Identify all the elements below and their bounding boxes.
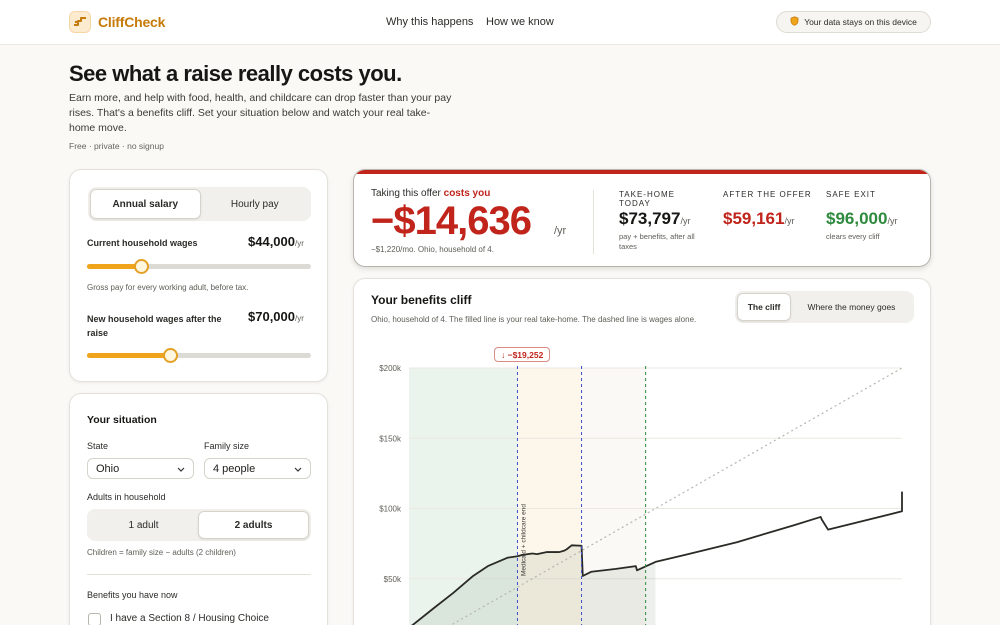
children-note: Children = family size − adults (2 child… bbox=[87, 548, 236, 557]
section8-label: I have a Section 8 / Housing Choice bbox=[110, 613, 269, 624]
privacy-text: Your data stays on this device bbox=[804, 17, 917, 27]
top-bar: CliffCheck Why this happens How we know … bbox=[0, 0, 1000, 45]
shield-icon bbox=[790, 16, 799, 28]
new-wages-label: New household wages after the raise bbox=[87, 314, 222, 338]
family-size-label: Family size bbox=[204, 441, 250, 451]
y-tick-label: $50k bbox=[384, 575, 402, 584]
adults-toggle: 1 adult 2 adults bbox=[87, 509, 311, 541]
adults-label: Adults in household bbox=[87, 492, 166, 502]
current-range-band bbox=[517, 368, 582, 625]
state-select[interactable]: Ohio bbox=[87, 458, 194, 479]
benefits-title: Benefits you have now bbox=[87, 590, 178, 600]
nav-why-this-happens[interactable]: Why this happens bbox=[386, 16, 474, 28]
one-adult-option[interactable]: 1 adult bbox=[128, 519, 159, 531]
current-wages-help: Gross pay for every working adult, befor… bbox=[87, 283, 249, 292]
summary-divider bbox=[593, 190, 594, 254]
chart-title: Your benefits cliff bbox=[371, 293, 472, 307]
new-wages-value: $70,000/yr bbox=[248, 309, 304, 324]
divider bbox=[87, 574, 311, 575]
chart-view-toggle: The cliff Where the money goes bbox=[735, 291, 914, 323]
take-home-area bbox=[412, 545, 656, 625]
current-wages-label: Current household wages bbox=[87, 238, 198, 248]
take-home-today-title: TAKE-HOME TODAY bbox=[619, 190, 675, 208]
hourly-pay-option[interactable]: Hourly pay bbox=[230, 198, 279, 210]
two-adults-option[interactable]: 2 adults bbox=[198, 511, 309, 539]
take-home-line bbox=[411, 491, 903, 625]
annual-cost-unit: /yr bbox=[554, 225, 567, 237]
hero-meta: Free · private · no signup bbox=[69, 141, 164, 151]
cliff-zone-band bbox=[581, 368, 646, 625]
safe-exit-title: SAFE EXIT bbox=[826, 190, 876, 199]
summary-lead: Taking this offer costs you bbox=[371, 188, 491, 199]
marker-annotation-label: Medicaid + childcare end bbox=[520, 504, 527, 576]
privacy-badge: Your data stays on this device bbox=[776, 11, 931, 33]
chart-card: Your benefits cliff Ohio, household of 4… bbox=[353, 278, 931, 625]
tab-where-money-goes[interactable]: Where the money goes bbox=[807, 302, 896, 312]
family-size-value: 4 people bbox=[213, 462, 256, 475]
summary-accent-bar bbox=[354, 170, 930, 174]
new-wages-slider-thumb[interactable] bbox=[162, 348, 178, 363]
pay-mode-toggle: Annual salary Hourly pay bbox=[88, 187, 311, 221]
chevron-down-icon bbox=[177, 463, 185, 475]
current-wages-slider-thumb[interactable] bbox=[133, 259, 149, 274]
page-title: See what a raise really costs you. bbox=[69, 61, 402, 86]
monthly-cost-note: −$1,220/mo. Ohio, household of 4. bbox=[371, 245, 494, 254]
y-tick-label: $150k bbox=[379, 434, 402, 443]
after-offer-title: AFTER THE OFFER bbox=[723, 190, 812, 199]
cliff-logo-icon bbox=[69, 11, 91, 33]
safe-exit-note: clears every cliff bbox=[826, 232, 880, 241]
situation-card: Your situation State Ohio Family size 4 … bbox=[69, 393, 328, 625]
hero-description: Earn more, and help with food, health, a… bbox=[69, 92, 452, 134]
safe-zone-band bbox=[409, 368, 518, 625]
new-wages-slider-fill bbox=[87, 353, 170, 358]
chart-description: Ohio, household of 4. The filled line is… bbox=[371, 315, 697, 324]
after-offer-value: $59,161/yr bbox=[723, 209, 795, 228]
current-wages-slider[interactable] bbox=[87, 259, 311, 274]
benefits-cliff-chart: $200k $150k $100k $50k Medicaid + childcare … bbox=[379, 364, 903, 625]
y-tick-label: $100k bbox=[379, 505, 402, 514]
y-tick-label: $200k bbox=[379, 364, 402, 373]
wages-card: Annual salary Hourly pay Current househo… bbox=[69, 169, 328, 382]
take-home-today-value: $73,797/yr bbox=[619, 209, 691, 228]
tab-the-cliff[interactable]: The cliff bbox=[737, 293, 791, 321]
state-label: State bbox=[87, 441, 109, 451]
cliff-drop-callout: ↓ −$19,252 bbox=[494, 347, 551, 362]
new-wages-slider[interactable] bbox=[87, 348, 311, 363]
chevron-down-icon bbox=[294, 463, 302, 475]
situation-title: Your situation bbox=[87, 414, 157, 426]
safe-exit-value: $96,000/yr bbox=[826, 209, 898, 228]
annual-salary-option[interactable]: Annual salary bbox=[90, 189, 201, 219]
annual-cost-value: −$14,636 bbox=[371, 199, 532, 243]
section8-checkbox[interactable] bbox=[88, 613, 101, 625]
current-wages-value: $44,000/yr bbox=[248, 234, 304, 249]
logo[interactable]: CliffCheck bbox=[69, 11, 165, 33]
family-size-select[interactable]: 4 people bbox=[204, 458, 311, 479]
take-home-today-note: pay + benefits, after all taxes bbox=[619, 232, 695, 251]
state-value: Ohio bbox=[96, 462, 120, 475]
current-wages-slider-fill bbox=[87, 264, 141, 269]
brand-name: CliffCheck bbox=[98, 14, 166, 30]
nav-how-we-know[interactable]: How we know bbox=[486, 16, 554, 28]
summary-card: Taking this offer costs you −$14,636 /yr… bbox=[353, 169, 931, 267]
